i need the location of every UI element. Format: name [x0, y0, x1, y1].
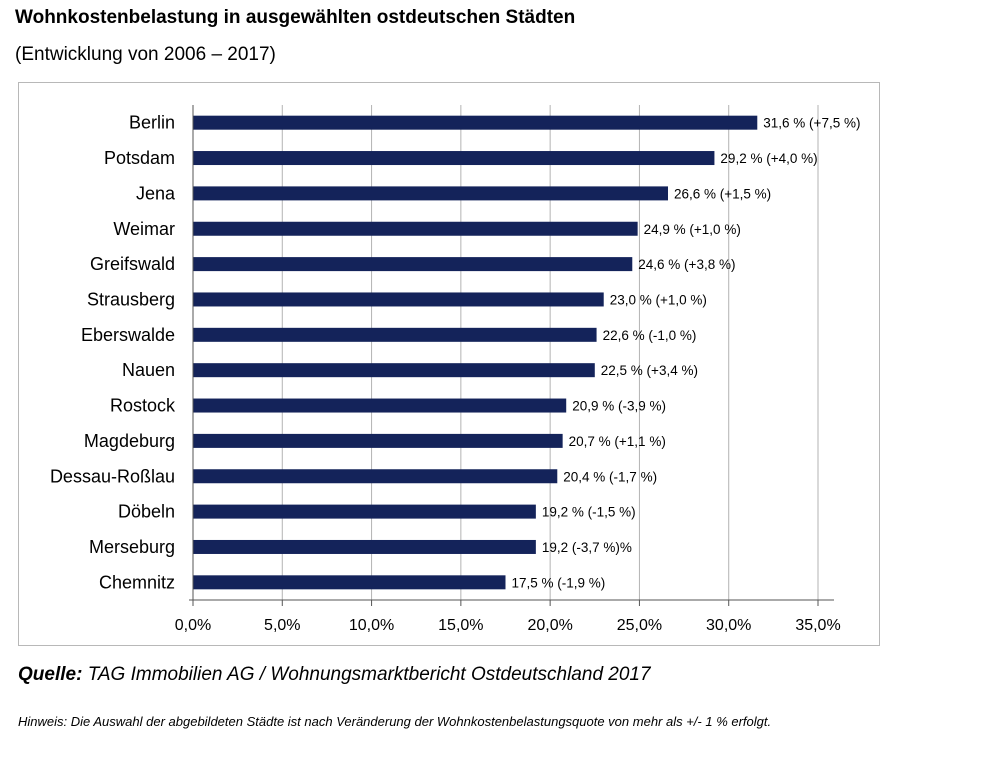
data-label: 24,9 % (+1,0 %)	[644, 222, 741, 237]
data-label: 22,5 % (+3,4 %)	[601, 363, 698, 378]
category-label: Chemnitz	[99, 572, 175, 592]
bar	[193, 151, 715, 166]
x-tick-label: 30,0%	[706, 617, 751, 634]
x-tick-label: 10,0%	[349, 617, 394, 634]
bar	[193, 292, 604, 307]
chart-subtitle: (Entwicklung von 2006 – 2017)	[15, 44, 276, 65]
category-label: Strausberg	[87, 289, 175, 309]
bar	[193, 398, 567, 413]
category-label: Berlin	[129, 113, 175, 133]
x-tick-label: 15,0%	[438, 617, 483, 634]
category-label: Jena	[136, 183, 176, 203]
source-line: Quelle: TAG Immobilien AG / Wohnungsmark…	[18, 664, 651, 686]
chart-title: Wohnkostenbelastung in ausgewählten ostd…	[15, 7, 576, 28]
category-label: Weimar	[113, 219, 175, 239]
source-text: TAG Immobilien AG / Wohnungsmarktbericht…	[87, 664, 651, 685]
data-label: 22,6 % (-1,0 %)	[603, 328, 697, 343]
category-label: Greifswald	[90, 254, 175, 274]
bar	[193, 186, 668, 201]
bar	[193, 327, 597, 342]
x-tick-label: 35,0%	[795, 617, 840, 634]
category-label: Merseburg	[89, 537, 175, 557]
data-label: 19,2 % (-1,5 %)	[542, 505, 636, 520]
footnote: Hinweis: Die Auswahl der abgebildeten St…	[18, 714, 772, 729]
x-tick-label: 20,0%	[527, 617, 572, 634]
data-label: 24,6 % (+3,8 %)	[638, 257, 735, 272]
data-label: 20,4 % (-1,7 %)	[563, 469, 657, 484]
category-label: Rostock	[110, 396, 176, 416]
data-label: 26,6 % (+1,5 %)	[674, 186, 771, 201]
bar	[193, 433, 563, 448]
category-label: Magdeburg	[84, 431, 175, 451]
chart-area: Berlin 31,6 % (+7,5 %) Potsdam 29,2 % (+4,0…	[18, 82, 880, 646]
category-label: Eberswalde	[81, 325, 175, 345]
category-label: Döbeln	[118, 502, 175, 522]
source-label: Quelle:	[18, 664, 83, 685]
data-label: 23,0 % (+1,0 %)	[610, 292, 707, 307]
x-tick-label: 25,0%	[617, 617, 662, 634]
category-label: Dessau-Roßlau	[50, 466, 175, 486]
category-label: Potsdam	[104, 148, 175, 168]
data-label: 17,5 % (-1,9 %)	[512, 575, 606, 590]
bar	[193, 539, 536, 554]
bar	[193, 363, 595, 378]
data-label: 31,6 % (+7,5 %)	[763, 116, 860, 131]
data-label: 19,2 (-3,7 %)%	[542, 540, 632, 555]
bar	[193, 575, 506, 590]
data-label: 20,7 % (+1,1 %)	[569, 434, 666, 449]
category-label: Nauen	[122, 360, 175, 380]
bar	[193, 115, 758, 130]
bar	[193, 504, 536, 519]
bar	[193, 257, 633, 272]
bar-chart: Berlin 31,6 % (+7,5 %) Potsdam 29,2 % (+4,0…	[50, 105, 860, 634]
data-label: 29,2 % (+4,0 %)	[720, 151, 817, 166]
bar	[193, 469, 558, 484]
x-tick-label: 5,0%	[264, 617, 300, 634]
x-tick-label: 0,0%	[175, 617, 211, 634]
data-label: 20,9 % (-3,9 %)	[572, 399, 666, 414]
bar	[193, 221, 638, 236]
